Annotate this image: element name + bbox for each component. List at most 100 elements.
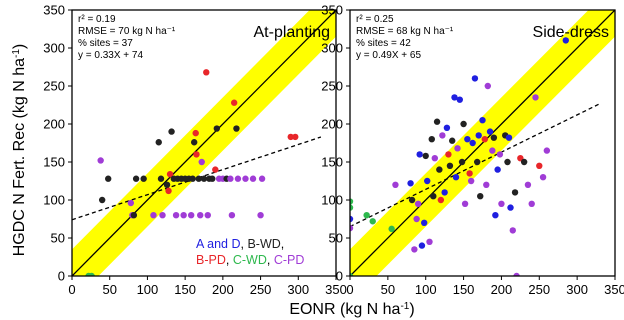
data-point [233,125,240,132]
data-point [460,120,467,128]
data-point [105,175,112,182]
legend-separator: , [226,253,229,267]
y-tick-label: 350 [43,3,65,18]
data-point [413,215,420,223]
data-point [200,175,208,182]
data-point [466,170,473,177]
legend-entry-a-and-d: A and D [196,237,240,251]
data-point [479,117,486,124]
data-point [475,132,482,139]
data-point [481,136,488,143]
x-tick-label: 50 [102,282,116,297]
panel-title: Side-dress [533,24,609,41]
x-tick-label: 200 [491,282,513,297]
data-point [436,166,443,173]
data-point [180,212,187,219]
data-point [496,151,504,158]
data-point [430,193,437,200]
data-point [163,181,171,188]
data-point [426,238,433,245]
data-point [483,181,490,188]
data-point [230,99,238,106]
data-point [388,225,395,233]
plot-area [350,10,615,276]
y-tick-label: 100 [43,193,65,208]
at-planting-panel: 0 50 100 150 200 250 300 3500501001502002503003… [43,3,347,298]
side-dress-panel: 0 50 100 150 200 250 300 3500501001502002503003… [321,3,624,298]
regression-line [72,136,322,221]
y-tick-label: 300 [321,41,343,56]
data-point [249,175,257,182]
data-point [454,145,461,152]
y-tick-label: 250 [43,79,65,94]
data-point [212,166,219,173]
stat-line: % sites = 37 [78,38,133,49]
data-point [408,196,416,204]
data-point [456,96,463,103]
data-point [433,118,441,125]
stat-line: y = 0.33X + 74 [78,50,143,61]
y-tick-label: 50 [329,231,343,246]
x-tick-label: 300 [287,282,309,297]
data-point [467,177,475,185]
data-point [350,272,354,276]
y-tick-label: 0 [58,269,65,284]
data-point [484,82,491,90]
data-point [132,175,140,182]
legend: A and D, B-WD, B-PD, C-WD, C-PD [196,237,304,267]
y-tick-label: 100 [321,193,343,208]
data-point [528,200,535,207]
y-tick-label: 200 [321,117,343,132]
data-point [428,136,435,143]
data-point [439,132,446,139]
data-point [292,133,299,141]
data-point [392,181,399,188]
svg-text:A and D, B-WD,: A and D, B-WD, [196,237,284,251]
x-tick-label: 150 [174,282,196,297]
stat-line: RMSE = 70 kg N ha⁻¹ [78,26,176,37]
data-point [451,94,458,101]
legend-separator: , [281,237,284,251]
y-tick-label: 350 [321,3,343,18]
data-point [414,200,422,207]
data-point [213,125,221,132]
data-point [258,175,266,182]
x-tick-label: 0 [68,282,75,297]
data-point [543,147,551,154]
data-point [449,137,456,144]
data-point [489,147,496,154]
x-tick-label: 350 [604,282,624,297]
data-point [532,94,539,101]
data-point [130,212,138,219]
data-point [507,204,514,211]
y-axis-title: HGDC N Fert. Rec (kg N ha-1) [11,44,29,257]
x-axis-title: EONR (kg N ha-1) [289,301,414,319]
legend-separator: , [240,237,243,251]
data-point [363,212,370,219]
stat-line: r² = 0.19 [78,14,116,25]
legend-entry-c-pd: C-PD [274,253,305,267]
x-tick-label: 200 [212,282,234,297]
stat-line: RMSE = 68 kg N ha⁻¹ [356,26,454,37]
plot-frame [71,9,337,277]
data-point [469,139,476,147]
data-point [431,155,438,162]
data-point [418,242,426,249]
data-point [458,158,466,166]
data-point [195,175,202,182]
data-point [536,162,543,169]
data-point [511,189,519,196]
data-point [509,227,516,234]
data-point [168,128,175,135]
data-point [140,175,147,182]
x-tick-label: 250 [528,282,550,297]
y-tick-label: 300 [43,41,65,56]
data-point [287,133,294,141]
stat-line: % sites = 42 [356,38,411,49]
data-point [411,246,418,253]
data-point [452,174,460,181]
y-tick-label: 200 [43,117,65,132]
data-point [441,189,448,196]
data-point [446,162,454,169]
